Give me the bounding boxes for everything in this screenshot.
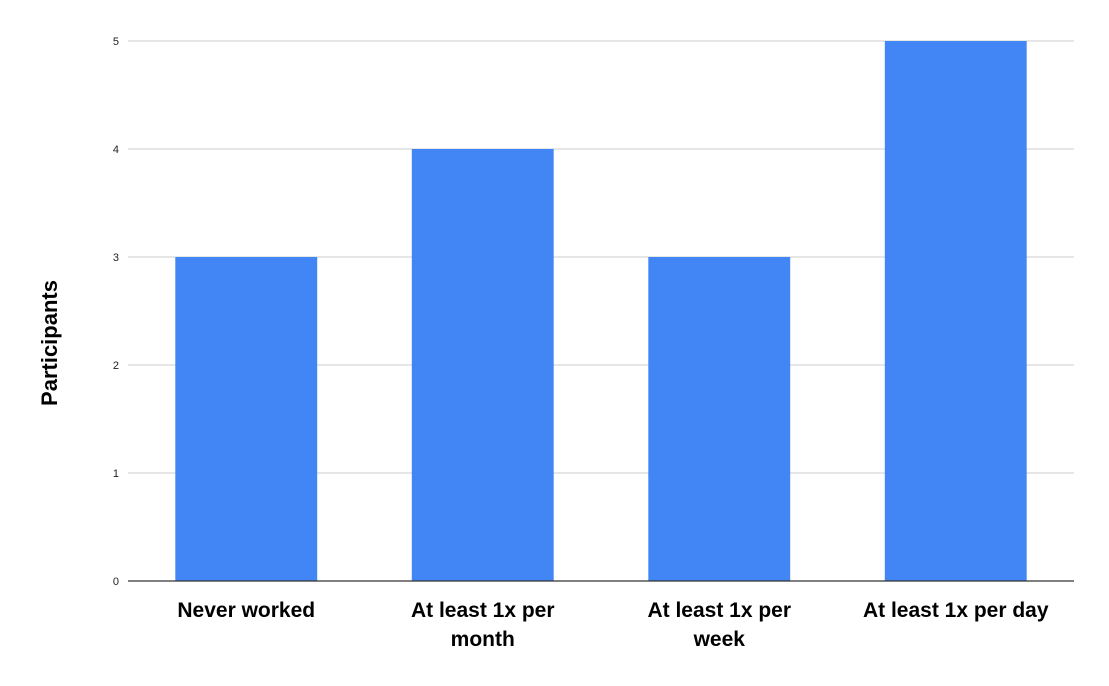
y-tick-label-3: 3 <box>113 252 119 264</box>
x-tick-label-0: Never worked <box>177 599 315 622</box>
x-tick-label-line: At least 1x per <box>411 599 555 622</box>
y-tick-label-1: 1 <box>113 468 119 480</box>
x-tick-label-line: week <box>693 628 746 651</box>
bar-2 <box>648 257 791 581</box>
x-tick-label-line: At least 1x per <box>647 599 791 622</box>
y-axis-ticks: 0 1 2 3 4 5 <box>113 36 119 588</box>
x-tick-label-2: At least 1x per week <box>647 599 791 651</box>
x-tick-label-1: At least 1x per month <box>411 599 555 651</box>
y-tick-label-5: 5 <box>113 36 119 48</box>
y-axis-title: Participants <box>37 280 62 406</box>
x-tick-label-line: At least 1x per day <box>863 599 1049 622</box>
bar-3 <box>884 41 1027 581</box>
bar-1 <box>411 149 554 581</box>
bars <box>175 41 1027 581</box>
x-tick-label-line: month <box>451 628 515 651</box>
y-tick-label-2: 2 <box>113 360 119 372</box>
y-tick-label-4: 4 <box>113 144 119 156</box>
x-tick-label-line: Never worked <box>177 599 315 622</box>
y-tick-label-0: 0 <box>113 576 119 588</box>
x-tick-label-3: At least 1x per day <box>863 599 1049 622</box>
bar-0 <box>175 257 318 581</box>
